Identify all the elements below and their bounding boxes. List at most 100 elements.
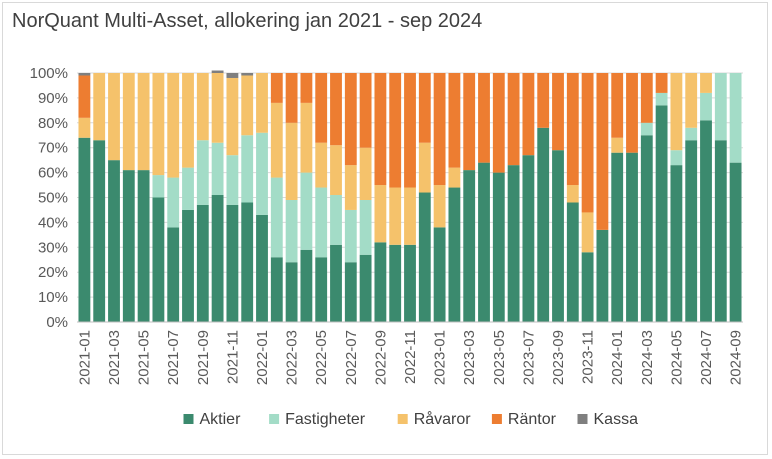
bar-segment	[256, 214, 268, 322]
y-tick-label: 100%	[30, 65, 68, 82]
bar-segment	[196, 140, 209, 205]
bar-segment	[315, 187, 328, 258]
bar-segment	[714, 73, 727, 141]
bar-segment	[344, 262, 357, 322]
x-tick-label: 2023-11	[580, 330, 597, 384]
bar-segment	[315, 257, 328, 322]
bar-segment	[463, 73, 476, 171]
y-tick-label: 80%	[38, 115, 68, 132]
bar-segment	[374, 242, 387, 322]
x-tick-label: 2022-05	[313, 330, 330, 385]
bar-segment	[330, 195, 342, 245]
bar-segment	[448, 73, 461, 168]
bar-segment	[285, 122, 298, 200]
bar-segment	[167, 177, 180, 228]
x-tick-label: 2021-09	[195, 330, 212, 385]
x-tick-label: 2021-11	[224, 330, 241, 384]
legend: Aktier Fastigheter Råvaror Räntor Kassa	[183, 410, 639, 428]
bar-segment	[315, 73, 328, 143]
bar-segment	[270, 257, 283, 322]
bar-segment	[256, 132, 268, 215]
bar-segment	[211, 195, 224, 322]
bar-segment	[596, 73, 609, 230]
bar-segment	[670, 165, 683, 322]
legend-label: Kassa	[594, 411, 639, 428]
bar-segment	[611, 137, 624, 153]
bar-segment	[270, 177, 283, 258]
x-tick-label: 2023-05	[491, 330, 508, 385]
bar-segment	[685, 127, 698, 141]
bar-segment	[729, 162, 742, 322]
bar-segment	[670, 150, 683, 166]
bar-segment	[315, 142, 328, 188]
bar-segment	[182, 209, 194, 322]
axes: 0% 10% 20% 30% 40% 50% 60% 70% 80% 90% 100% 2021-01…	[30, 65, 745, 385]
bar-segment	[552, 73, 564, 151]
x-tick-label: 2021-07	[165, 330, 182, 385]
bar-segment	[211, 70, 224, 73]
bar-segment	[492, 73, 505, 173]
x-tick-label: 2024-05	[668, 330, 685, 385]
bar-segment	[448, 167, 461, 188]
x-tick-label: 2021-03	[106, 330, 123, 385]
bar-segment	[700, 120, 712, 322]
bar-segment	[108, 160, 120, 322]
bar-segment	[226, 155, 239, 205]
bar-segment	[152, 197, 165, 322]
y-tick-label: 20%	[38, 264, 68, 281]
bar-segment	[670, 73, 683, 151]
x-tick-label: 2024-09	[728, 330, 745, 385]
bar-segment	[552, 150, 564, 322]
bar-segment	[685, 140, 698, 322]
bar-segment	[344, 165, 357, 210]
bar-segment	[522, 155, 535, 322]
bar-segment	[359, 199, 372, 255]
x-tick-label: 2024-07	[698, 330, 715, 385]
x-tick-label: 2021-01	[76, 330, 93, 385]
bar-segment	[241, 202, 254, 322]
legend-swatch	[269, 414, 280, 424]
bar-segment	[404, 244, 416, 322]
bar-segment	[330, 73, 342, 146]
bar-segment	[537, 73, 550, 128]
bar-segment	[418, 142, 431, 193]
bar-segment	[226, 73, 239, 78]
bar-segment	[122, 170, 135, 322]
bar-segment	[93, 73, 106, 141]
bar-segment	[418, 73, 431, 143]
bar-segment	[226, 204, 239, 322]
y-tick-label: 30%	[38, 239, 68, 256]
bar-segment	[389, 244, 402, 322]
bar-segment	[300, 73, 313, 103]
bar-segment	[433, 185, 446, 228]
bar-segment	[640, 135, 653, 322]
bar-segment	[685, 73, 698, 128]
legend-label: Råvaror	[414, 410, 472, 428]
x-tick-label: 2023-09	[550, 330, 567, 385]
bar-segment	[566, 185, 579, 203]
bar-segment	[300, 249, 313, 322]
bar-segment	[626, 152, 638, 322]
bar-segment	[581, 212, 594, 253]
bar-segment	[300, 172, 313, 250]
x-tick-label: 2023-07	[520, 330, 537, 385]
bar-segment	[507, 165, 520, 322]
bar-segment	[196, 204, 209, 322]
bar-segment	[566, 202, 579, 322]
y-tick-label: 0%	[46, 314, 68, 331]
bar-segment	[566, 73, 579, 186]
bar-segment	[700, 92, 712, 121]
bar-segment	[463, 170, 476, 322]
bar-segment	[78, 117, 91, 138]
legend-swatch	[183, 414, 194, 424]
bar-segment	[344, 73, 357, 166]
y-tick-label: 90%	[38, 90, 68, 107]
bar-segment	[729, 73, 742, 163]
bar-segment	[581, 252, 594, 322]
bar-segment	[182, 167, 194, 210]
bar-segment	[611, 73, 624, 138]
legend-swatch	[491, 414, 502, 424]
bar-segment	[700, 73, 712, 93]
bar-segment	[640, 122, 653, 136]
legend-swatch	[397, 414, 408, 424]
